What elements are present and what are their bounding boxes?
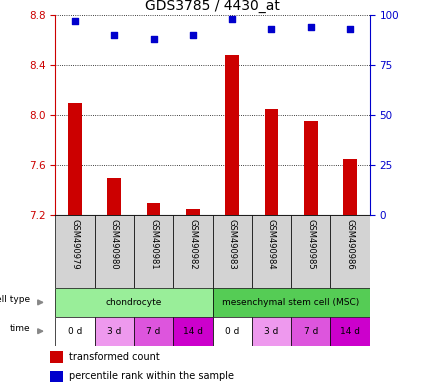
Text: GSM490979: GSM490979 [71, 219, 79, 269]
Bar [291, 215, 331, 288]
Bar [50, 351, 63, 363]
Bar [212, 215, 252, 288]
Bar [304, 121, 317, 215]
Point [229, 16, 235, 22]
Text: GSM490984: GSM490984 [267, 219, 276, 269]
Text: GSM490985: GSM490985 [306, 219, 315, 269]
Bar [50, 371, 63, 382]
Bar [55, 317, 94, 346]
Text: GSM490983: GSM490983 [228, 219, 237, 270]
Text: 14 d: 14 d [340, 327, 360, 336]
Text: 0 d: 0 d [68, 327, 82, 336]
Text: 3 d: 3 d [107, 327, 122, 336]
Bar [173, 317, 212, 346]
Bar [331, 215, 370, 288]
Point [71, 18, 78, 25]
Bar [68, 103, 82, 215]
Bar [343, 159, 357, 215]
Point [347, 26, 354, 32]
Point [190, 32, 196, 38]
Point [268, 26, 275, 32]
Text: 3 d: 3 d [264, 327, 279, 336]
Bar [55, 288, 212, 317]
Bar [186, 209, 200, 215]
Bar [108, 177, 121, 215]
Text: GSM490981: GSM490981 [149, 219, 158, 269]
Bar [134, 215, 173, 288]
Text: cell type: cell type [0, 295, 31, 304]
Bar [265, 109, 278, 215]
Text: 7 d: 7 d [303, 327, 318, 336]
Point [111, 32, 118, 38]
Text: 14 d: 14 d [183, 327, 203, 336]
Bar [291, 317, 331, 346]
Text: time: time [10, 324, 31, 333]
Point [307, 24, 314, 30]
Text: GSM490982: GSM490982 [188, 219, 197, 269]
Bar [94, 215, 134, 288]
Text: chondrocyte: chondrocyte [106, 298, 162, 307]
Text: mesenchymal stem cell (MSC): mesenchymal stem cell (MSC) [223, 298, 360, 307]
Bar [225, 55, 239, 215]
Bar [212, 288, 370, 317]
Bar [147, 203, 160, 215]
Bar [94, 317, 134, 346]
Bar [55, 215, 94, 288]
Text: percentile rank within the sample: percentile rank within the sample [69, 371, 234, 381]
Title: GDS3785 / 4430_at: GDS3785 / 4430_at [145, 0, 280, 13]
Bar [173, 215, 212, 288]
Bar [134, 317, 173, 346]
Text: transformed count: transformed count [69, 352, 159, 362]
Bar [212, 317, 252, 346]
Point [150, 36, 157, 42]
Text: GSM490986: GSM490986 [346, 219, 354, 270]
Bar [331, 317, 370, 346]
Text: 0 d: 0 d [225, 327, 239, 336]
Text: 7 d: 7 d [146, 327, 161, 336]
Bar [252, 317, 291, 346]
Text: GSM490980: GSM490980 [110, 219, 119, 269]
Bar [252, 215, 291, 288]
